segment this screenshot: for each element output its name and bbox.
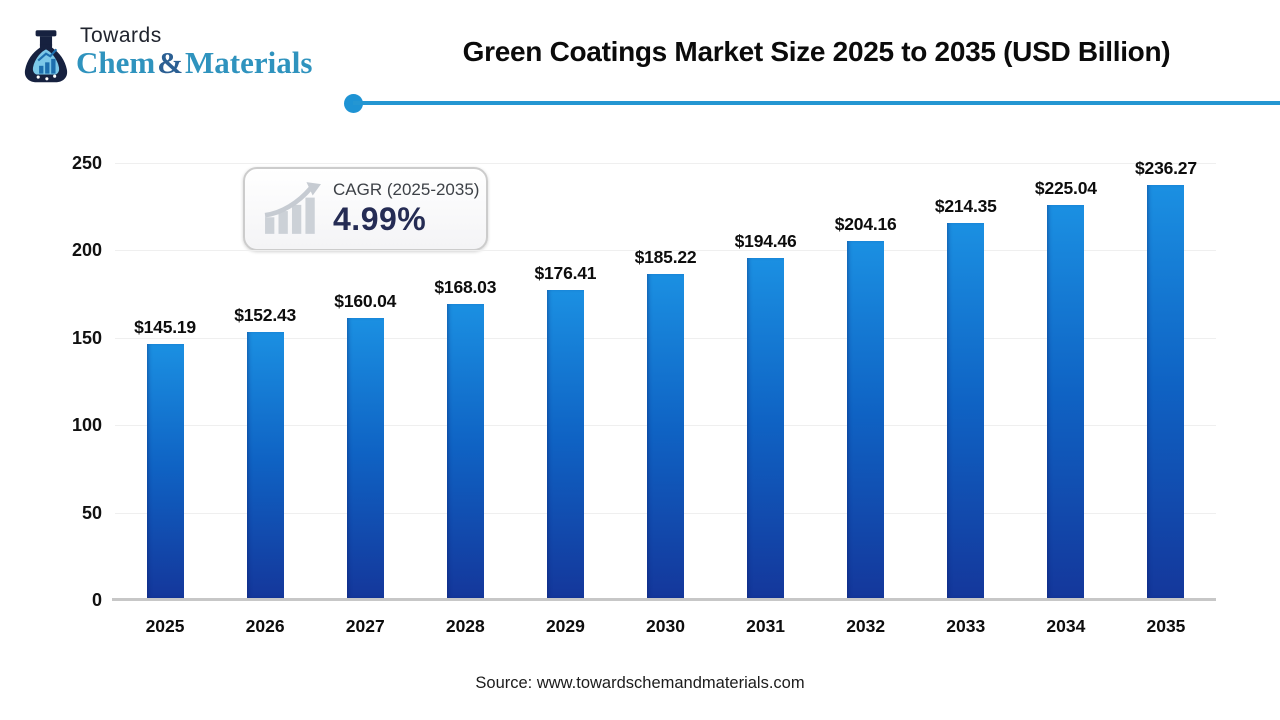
bar-value-label: $204.16 <box>834 214 897 235</box>
bar-2026 <box>246 331 284 598</box>
bar-chart-plot-area: 0 50 100 150 200 250 $145.19 2025 $152.43 2026 $16… <box>72 153 1216 636</box>
cagr-label: CAGR (2025-2035) <box>333 180 480 199</box>
divider-line <box>353 101 1280 105</box>
bar-2027 <box>346 318 384 598</box>
gridline <box>115 250 1216 252</box>
bar-value-label: $152.43 <box>234 304 297 325</box>
bar-value-label: $185.22 <box>634 247 697 268</box>
x-axis-category-label: 2026 <box>245 616 285 636</box>
x-axis-category-label: 2029 <box>545 616 585 636</box>
bar-2033 <box>947 223 985 598</box>
logo-ampersand: & <box>157 45 184 80</box>
bar-2032 <box>847 241 885 598</box>
cagr-badge: CAGR (2025-2035) 4.99% <box>243 167 488 251</box>
bar-value-label: $145.19 <box>134 317 196 338</box>
bar-2031 <box>747 258 785 598</box>
x-axis-line <box>112 598 1216 601</box>
bar-value-label: $160.04 <box>334 291 397 312</box>
x-axis-category-label: 2033 <box>946 616 986 636</box>
source-text: Source: www.towardschemandmaterials.com <box>475 674 805 692</box>
bar-2034 <box>1047 204 1085 598</box>
y-axis-tick-label: 0 <box>91 590 102 610</box>
x-axis-category-label: 2030 <box>646 616 685 636</box>
bar-value-label: $168.03 <box>434 277 497 298</box>
logo-chem-materials-text: Chem&Materials <box>76 45 313 80</box>
bar-value-label: $194.46 <box>734 231 797 252</box>
bar-value-label: $214.35 <box>934 196 997 217</box>
x-axis-category-label: 2034 <box>1046 616 1086 636</box>
y-axis-tick-label: 100 <box>71 415 102 436</box>
bar-value-label: $225.04 <box>1034 177 1097 198</box>
bar-growth-arrow-icon <box>264 182 321 234</box>
cagr-text: CAGR (2025-2035) 4.99% <box>333 180 479 238</box>
brand-logo: Towards Chem&Materials <box>20 24 312 88</box>
bar-2028 <box>446 304 484 598</box>
bar-2030 <box>647 274 684 598</box>
bar-value-label: $236.27 <box>1135 158 1197 179</box>
y-axis-tick-label: 150 <box>71 327 102 348</box>
bar-2025 <box>146 344 184 598</box>
y-axis-tick-label: 250 <box>71 153 102 173</box>
x-axis-category-label: 2027 <box>345 616 385 636</box>
bar-value-label: $176.41 <box>534 262 597 283</box>
logo-chem: Chem <box>76 45 156 80</box>
logo-towards-text: Towards <box>80 24 162 47</box>
x-axis-category-label: 2035 <box>1146 616 1186 636</box>
logo-materials: Materials <box>185 45 313 80</box>
flask-icon <box>24 30 68 83</box>
gridline <box>115 163 1216 164</box>
bar-2029 <box>546 289 584 598</box>
x-axis-category-label: 2025 <box>145 616 185 636</box>
x-axis-category-label: 2032 <box>846 616 886 636</box>
chart-title: Green Coatings Market Size 2025 to 2035 … <box>462 36 1171 67</box>
bar-2035 <box>1147 185 1185 598</box>
y-axis-tick-label: 200 <box>71 240 102 261</box>
brand-logo-text: Towards Chem&Materials <box>76 24 312 78</box>
cagr-value: 4.99% <box>333 201 427 237</box>
x-axis-category-label: 2031 <box>746 616 786 636</box>
x-axis-category-label: 2028 <box>445 616 485 636</box>
y-axis-tick-label: 50 <box>81 502 102 523</box>
